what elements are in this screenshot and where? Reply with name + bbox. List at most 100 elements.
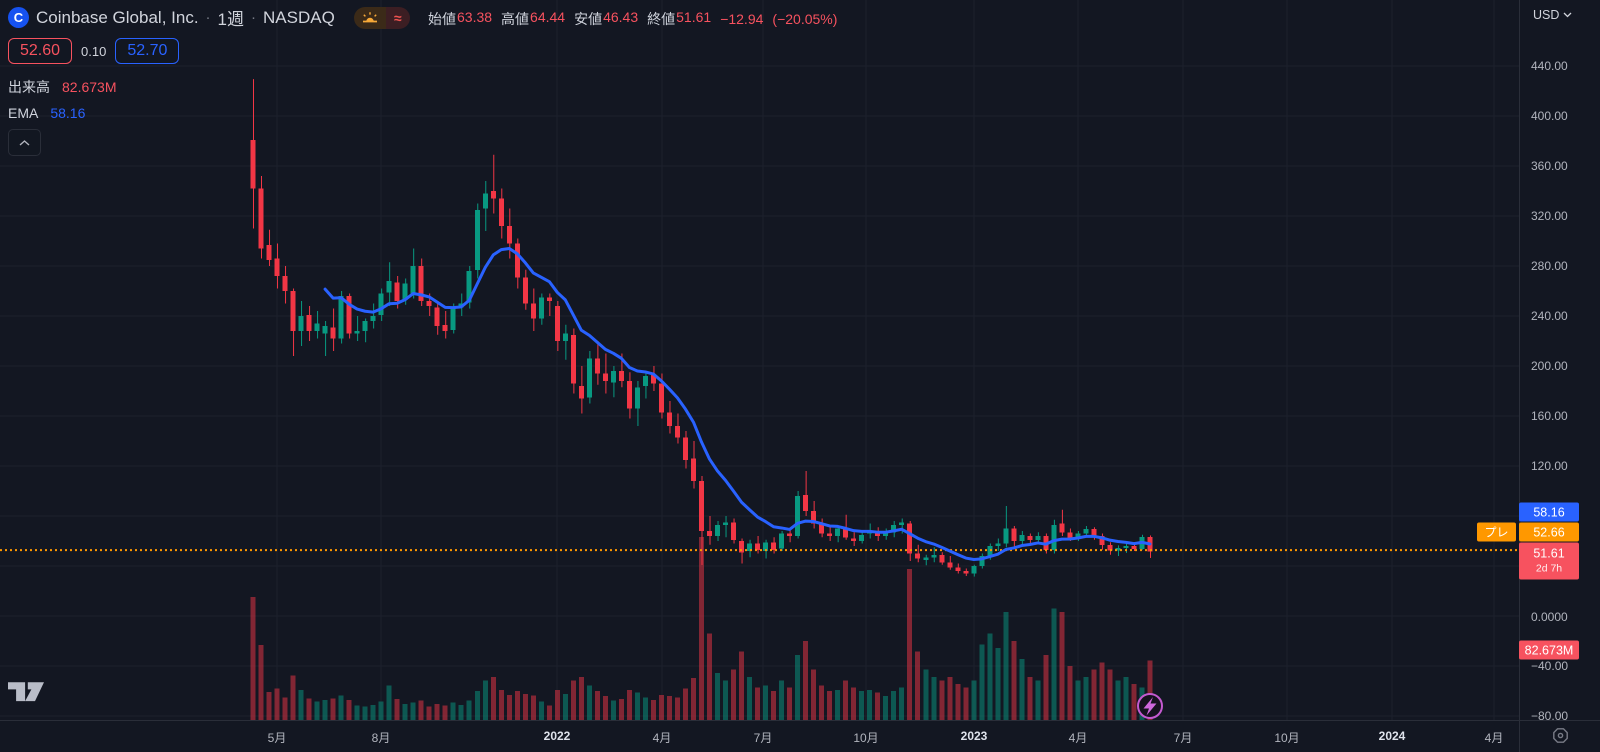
price-axis[interactable]: USD 440.00 400.00 360.00 320.00 280.00 240.00… — [1477, 0, 1600, 723]
candle-body — [779, 533, 785, 549]
time-tick-label: 5月 — [267, 731, 287, 745]
bar-countdown: 2d 7h — [1535, 562, 1563, 575]
candle-body — [763, 542, 769, 551]
volume-bar — [410, 702, 416, 720]
candle-body — [266, 244, 272, 260]
volume-bar — [290, 675, 296, 720]
candle-body — [1051, 524, 1057, 550]
volume-bar — [1115, 680, 1121, 720]
candle-body — [610, 371, 616, 383]
time-tick-label: 4月 — [1068, 731, 1088, 745]
candle-body — [995, 543, 1001, 546]
candle-body — [426, 301, 432, 306]
candle-body — [386, 281, 392, 293]
volume-bar — [771, 691, 777, 720]
price-tick-label: 320.00 — [1531, 209, 1568, 223]
exchange-label[interactable]: NASDAQ — [263, 7, 335, 27]
time-axis[interactable]: 5月 8月 2022 4月 7月 10月 2023 4月 7月 10月 2024 4月 — [0, 720, 1600, 752]
symbol-name[interactable]: Coinbase Global, Inc. — [36, 7, 199, 27]
volume-bar — [586, 685, 592, 720]
sell-button[interactable]: 52.60 — [8, 38, 73, 64]
interval-label[interactable]: 1週 — [217, 10, 245, 29]
candle-body — [418, 266, 424, 301]
volume-bar — [626, 689, 632, 720]
price-tick-label: 280.00 — [1531, 259, 1568, 273]
volume-bar — [763, 685, 769, 720]
volume-bar — [931, 676, 937, 720]
candle-body — [594, 358, 600, 374]
volume-bar — [474, 691, 480, 720]
time-axis-settings-icon[interactable] — [1552, 727, 1569, 749]
market-status-pill[interactable]: ≈ — [353, 6, 410, 29]
candle-body — [1003, 528, 1009, 544]
volume-bar — [570, 680, 576, 720]
volume-bar — [1043, 655, 1049, 720]
candle-body — [514, 243, 520, 278]
volume-bar — [578, 676, 584, 720]
candle-body — [1075, 533, 1081, 539]
volume-bar — [546, 705, 552, 720]
volume-bar — [682, 688, 688, 720]
volume-bar — [1011, 640, 1017, 720]
volume-bar — [602, 696, 608, 720]
time-tick-label: 10月 — [1274, 731, 1300, 745]
lightning-icon[interactable] — [1137, 693, 1163, 719]
volume-bar — [594, 691, 600, 720]
symbol-title-row[interactable]: C Coinbase Global, Inc. · 1週 · NASDAQ ≈ — [8, 5, 410, 30]
volume-bar — [1075, 680, 1081, 720]
volume-legend-row[interactable]: 出来高 82.673M — [8, 77, 116, 97]
candle-body — [1115, 547, 1121, 551]
candle-body — [1011, 528, 1017, 541]
candle-body — [570, 334, 576, 384]
volume-bar — [971, 680, 977, 720]
ema-price-value: 58.16 — [1533, 505, 1565, 519]
candle-body — [923, 557, 929, 560]
tradingview-logo[interactable] — [8, 682, 44, 709]
candle-body — [290, 291, 296, 331]
candle-body — [322, 326, 328, 334]
volume-bar — [306, 698, 312, 720]
volume-bar — [426, 706, 432, 720]
candle-body — [618, 371, 624, 381]
candlestick-chart[interactable] — [0, 0, 1519, 720]
time-tick-label: 7月 — [1173, 731, 1193, 745]
candle-body — [554, 306, 560, 341]
volume-bar — [1107, 669, 1113, 720]
volume-bar — [490, 676, 496, 720]
volume-bar — [690, 678, 696, 720]
candle-body — [586, 358, 592, 398]
ema-price-badge: 58.16 — [1519, 502, 1579, 522]
volume-bar — [867, 689, 873, 720]
change-value: −12.94 — [720, 11, 764, 27]
volume-bar — [642, 697, 648, 720]
volume-bar — [907, 568, 913, 720]
volume-bar — [779, 680, 785, 720]
volume-bar — [987, 633, 993, 720]
volume-bar — [514, 691, 520, 720]
premarket-tag: プレ — [1477, 522, 1516, 542]
premarket-sunrise-icon[interactable] — [353, 6, 386, 29]
delayed-data-icon[interactable]: ≈ — [385, 6, 410, 29]
buy-button[interactable]: 52.70 — [115, 38, 180, 64]
price-tick-label: 440.00 — [1531, 59, 1568, 73]
volume-bar — [298, 689, 304, 720]
volume-bar — [707, 633, 713, 720]
volume-bar — [562, 694, 568, 720]
collapse-legend-button[interactable] — [8, 129, 41, 156]
volume-bar — [739, 651, 745, 720]
last-price-badge: 51.61 2d 7h — [1519, 542, 1579, 580]
volume-bar — [1067, 666, 1073, 720]
candle-body — [971, 566, 977, 574]
volume-bar — [859, 691, 865, 720]
candle-body — [1019, 534, 1025, 541]
candle-body — [811, 511, 817, 524]
volume-bar — [554, 689, 560, 720]
coinbase-logo: C — [8, 7, 29, 28]
currency-dropdown[interactable]: USD — [1533, 8, 1572, 22]
volume-bar — [1083, 676, 1089, 720]
volume-bar — [394, 699, 400, 720]
volume-bars — [250, 537, 1153, 720]
volume-bar — [466, 700, 472, 720]
ema-legend-row[interactable]: EMA 58.16 — [8, 105, 85, 121]
candle-body — [1107, 544, 1113, 551]
